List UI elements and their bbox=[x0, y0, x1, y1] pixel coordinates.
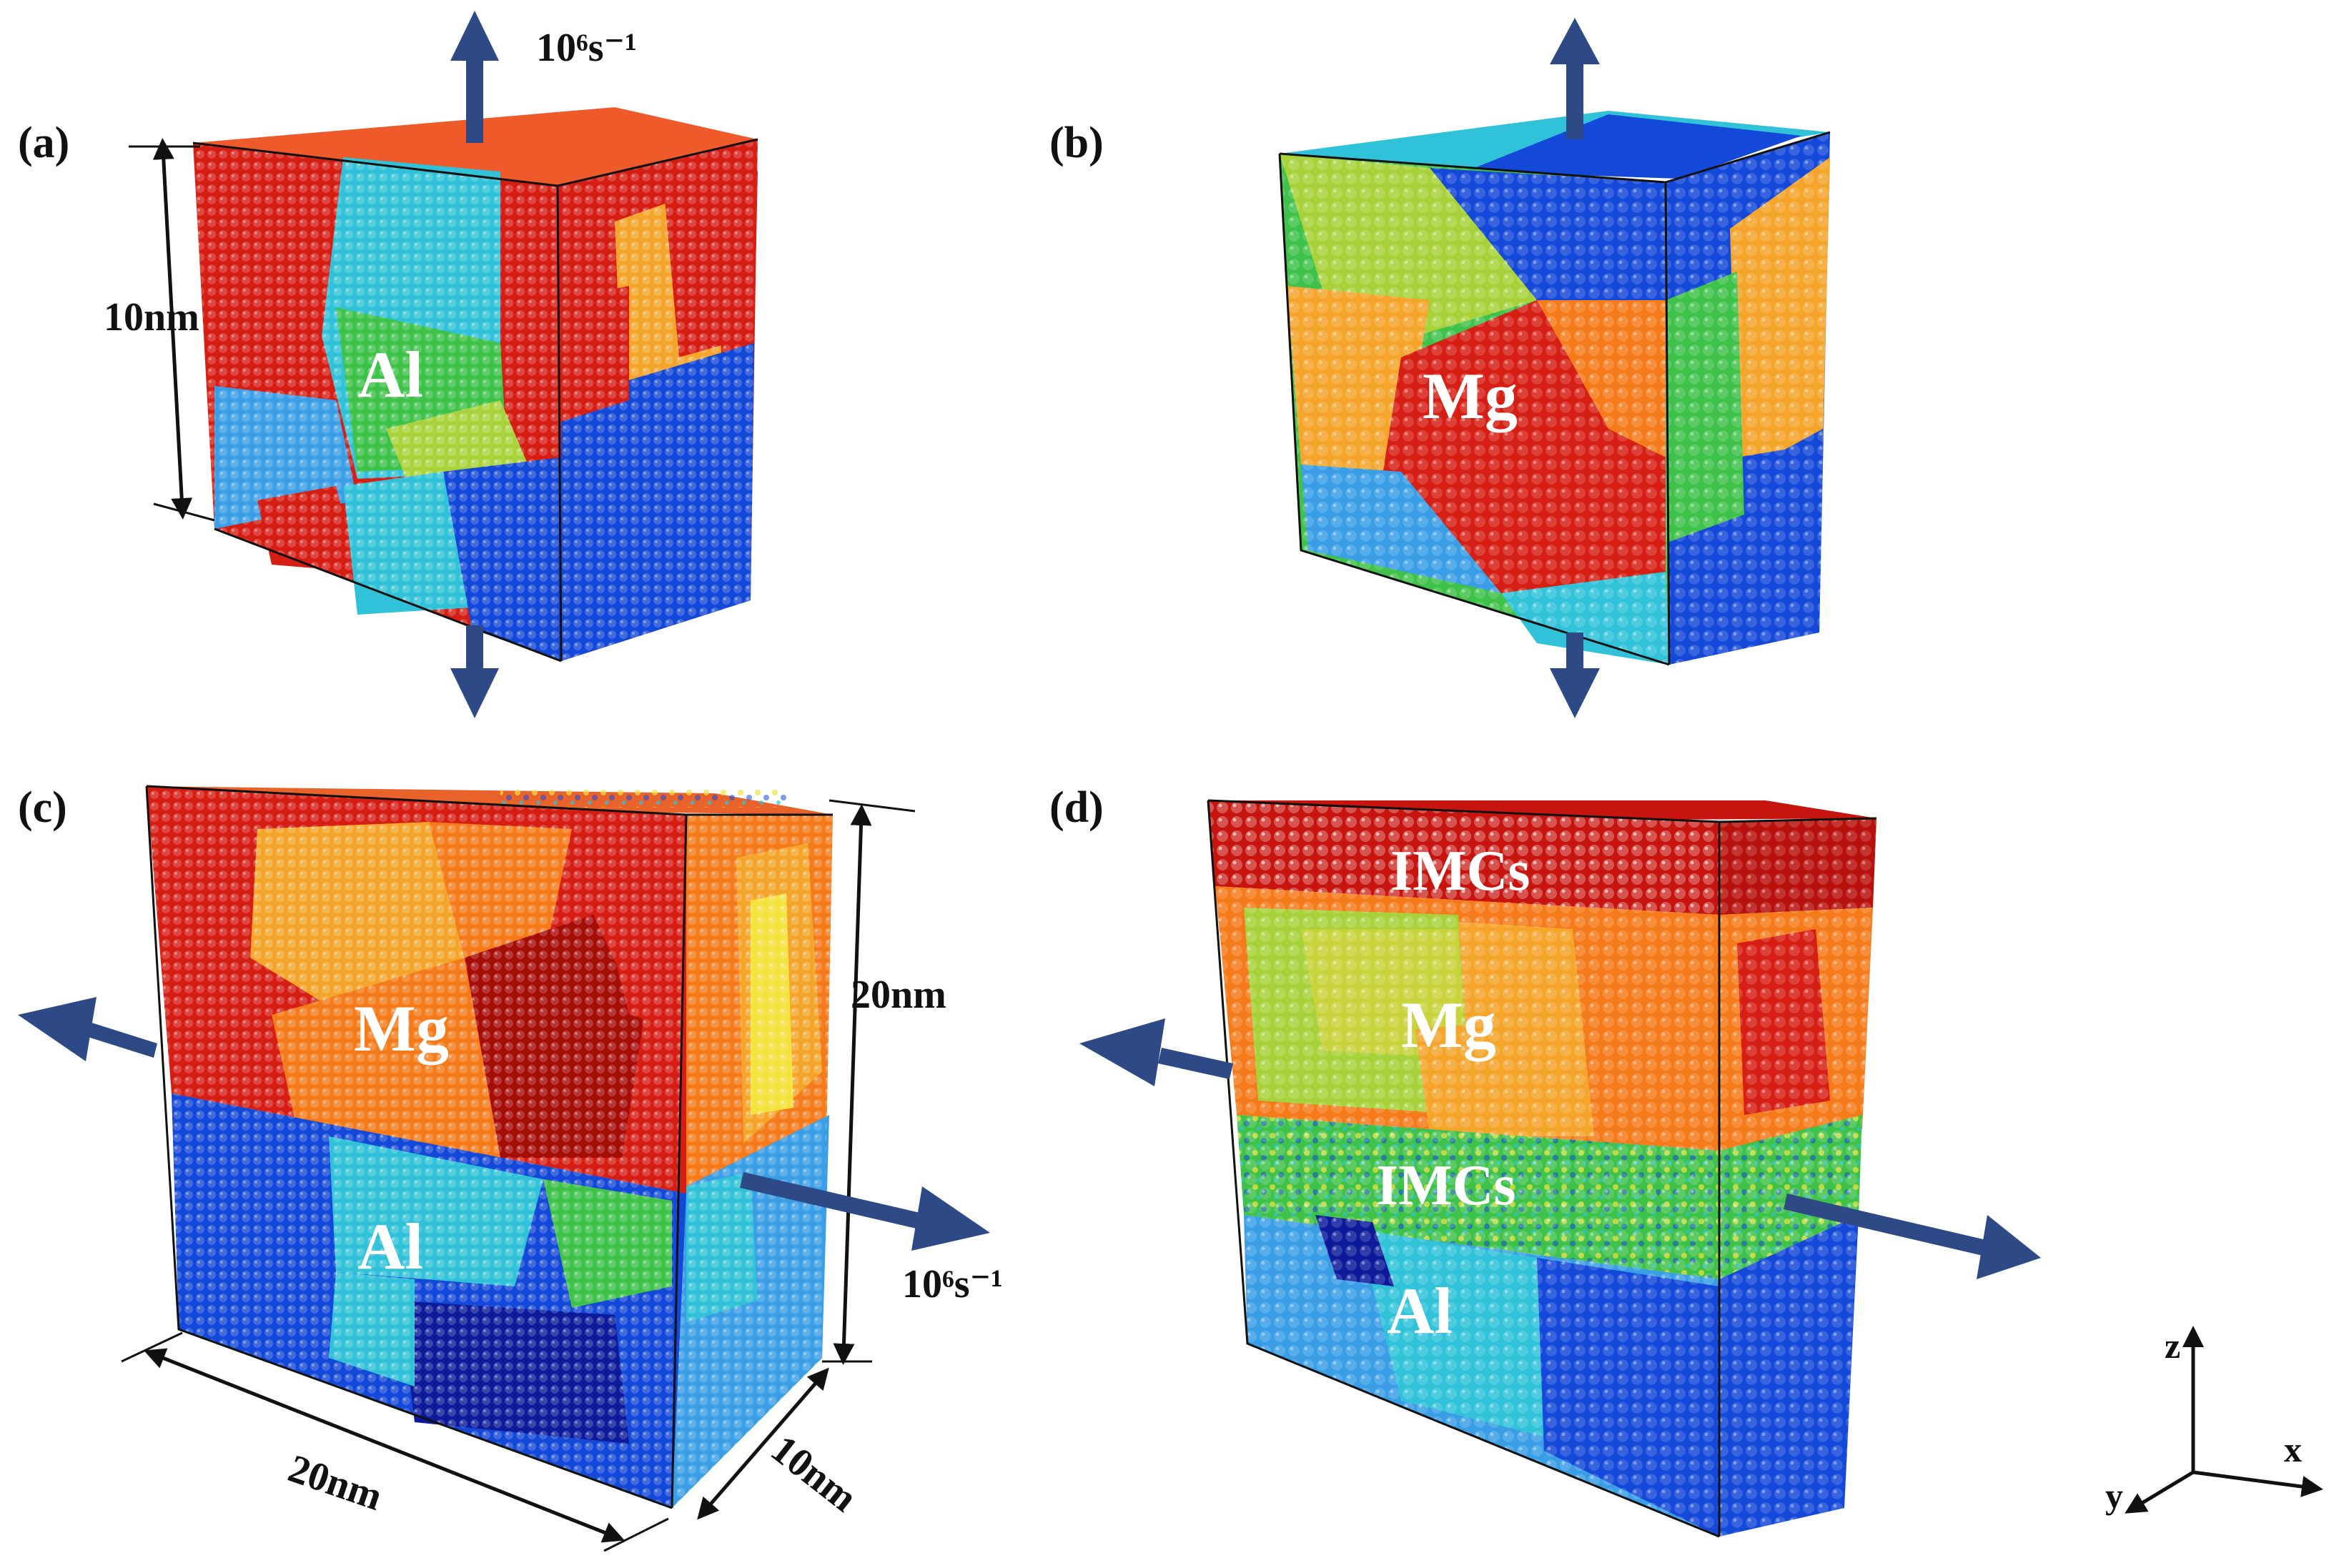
panel-c-depth-arrow bbox=[697, 1367, 829, 1520]
panel-a-strain-rate: 10⁶s⁻¹ bbox=[536, 26, 637, 70]
panel-d-box-edges bbox=[1207, 799, 1877, 1538]
panel-a-front-face bbox=[193, 143, 561, 661]
panel-c-tension-arrow-left bbox=[18, 997, 157, 1061]
panel-a-dimension-label: 10nm bbox=[104, 295, 199, 339]
panel-d-right-face bbox=[1719, 818, 1876, 1537]
panel-d-front-face bbox=[1208, 800, 1719, 1537]
panel-a-label: (a) bbox=[18, 119, 69, 167]
panel-c: 20nm 20nm 10nm 10⁶s⁻¹ (c) Mg Al bbox=[18, 783, 1003, 1552]
x-axis bbox=[2192, 1470, 2323, 1497]
panel-c-width-arrow bbox=[144, 1348, 625, 1543]
panel-a-dimension-arrow bbox=[152, 138, 193, 520]
panel-c-strain-rate: 10⁶s⁻¹ bbox=[902, 1262, 1003, 1306]
y-axis bbox=[2125, 1470, 2195, 1514]
panel-d-middle-material-label: Mg bbox=[1401, 988, 1496, 1061]
z-axis-label: z bbox=[2165, 1326, 2180, 1366]
panel-c-tension-arrow-right bbox=[740, 1172, 990, 1251]
x-axis-label: x bbox=[2284, 1429, 2302, 1469]
axes-indicator: z x y bbox=[2105, 1326, 2323, 1516]
panel-b-label: (b) bbox=[1049, 119, 1104, 167]
panel-b-tension-arrow-down bbox=[1550, 632, 1600, 718]
panel-b-right-face bbox=[1666, 132, 1830, 665]
panel-c-bottom-material-label: Al bbox=[357, 1210, 423, 1283]
panel-a-box-edges bbox=[192, 138, 758, 663]
panel-a-tension-arrow-up bbox=[450, 11, 499, 143]
panel-c-right-face bbox=[672, 815, 833, 1508]
panel-d-label: (d) bbox=[1049, 783, 1104, 832]
panel-d: (d) IMCs Mg IMCs Al bbox=[1049, 783, 2041, 1538]
panel-d-tension-arrow-right bbox=[1784, 1194, 2041, 1279]
panel-c-front-face bbox=[147, 786, 686, 1508]
panel-a: 10nm 10⁶s⁻¹ (a) Al bbox=[18, 11, 758, 718]
panel-d-interface-layer-label: IMCs bbox=[1376, 1154, 1516, 1217]
panel-b-front-face bbox=[1280, 154, 1669, 665]
panel-a-right-face bbox=[558, 139, 758, 661]
panel-a-tension-arrow-down bbox=[450, 625, 499, 718]
panel-c-depth-label: 10nm bbox=[763, 1426, 866, 1520]
panel-d-top-layer-label: IMCs bbox=[1390, 840, 1530, 903]
panel-d-tension-arrow-left bbox=[1079, 1018, 1233, 1086]
panel-c-height-arrow bbox=[833, 804, 872, 1365]
panel-b: (b) Mg bbox=[1049, 18, 1831, 718]
panel-d-bottom-material-label: Al bbox=[1387, 1274, 1453, 1347]
panel-b-material-label: Mg bbox=[1423, 359, 1518, 432]
panel-c-top-material-label: Mg bbox=[354, 992, 449, 1065]
panel-a-top-face bbox=[193, 107, 758, 186]
panel-b-tension-arrow-up bbox=[1550, 18, 1600, 139]
panel-b-box-edges bbox=[1278, 131, 1831, 666]
y-axis-label: y bbox=[2105, 1476, 2123, 1516]
panel-c-width-label: 20nm bbox=[283, 1447, 388, 1519]
panel-c-label: (c) bbox=[18, 783, 67, 832]
panel-c-height-label: 20nm bbox=[851, 973, 946, 1017]
panel-a-material-label: Al bbox=[357, 338, 423, 411]
